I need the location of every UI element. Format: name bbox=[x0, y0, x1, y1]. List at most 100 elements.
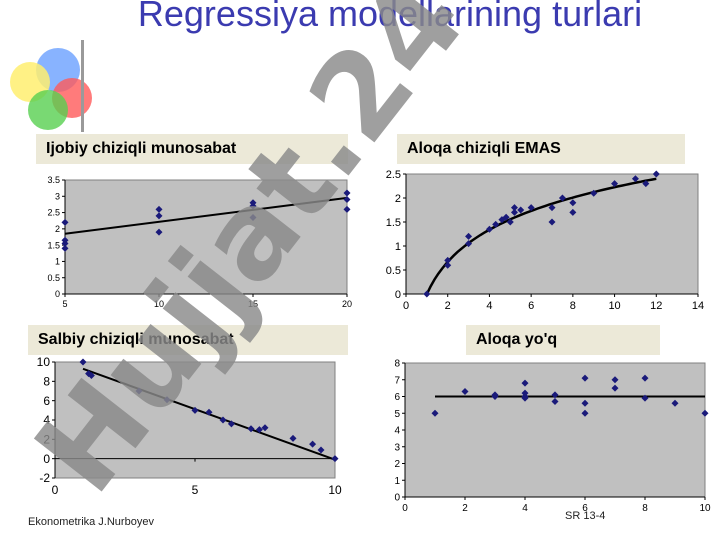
data-point bbox=[247, 425, 255, 433]
data-point bbox=[289, 434, 297, 442]
data-point bbox=[219, 416, 227, 424]
data-point bbox=[631, 175, 639, 183]
data-point bbox=[701, 409, 709, 417]
data-point bbox=[249, 213, 257, 221]
data-point bbox=[191, 406, 199, 414]
data-point bbox=[642, 180, 650, 188]
x-tick-label: 0 bbox=[402, 503, 408, 514]
data-point bbox=[317, 446, 325, 454]
data-point bbox=[492, 220, 500, 228]
data-point bbox=[491, 391, 499, 399]
data-point bbox=[61, 218, 69, 226]
chart-no-relationship: 0 1 2 3 4 5 6 7 8 0 2 4 6 8 10 bbox=[394, 359, 711, 515]
data-point bbox=[485, 225, 493, 233]
data-point bbox=[510, 204, 518, 212]
y-tick-label: -2 bbox=[39, 471, 50, 485]
data-point bbox=[502, 213, 510, 221]
x-tick-label: 10 bbox=[328, 483, 342, 497]
data-point bbox=[521, 389, 529, 397]
data-point bbox=[551, 391, 559, 399]
data-point bbox=[498, 216, 506, 224]
data-point bbox=[135, 387, 143, 395]
y-tick-label: 2 bbox=[394, 459, 400, 470]
data-point bbox=[506, 218, 514, 226]
y-tick-label: 6 bbox=[43, 394, 50, 408]
y-tick-label: 0.5 bbox=[386, 265, 401, 277]
data-point bbox=[163, 396, 171, 404]
data-point bbox=[569, 199, 577, 207]
data-point bbox=[611, 180, 619, 188]
x-tick-label: 20 bbox=[342, 299, 352, 309]
data-point bbox=[465, 232, 473, 240]
data-point bbox=[227, 420, 235, 428]
data-point bbox=[331, 455, 339, 463]
data-point bbox=[641, 394, 649, 402]
x-tick-label: 6 bbox=[528, 300, 534, 312]
x-tick-label: 8 bbox=[642, 503, 648, 514]
data-point bbox=[431, 409, 439, 417]
data-point bbox=[527, 204, 535, 212]
data-point bbox=[548, 204, 556, 212]
data-point bbox=[87, 372, 95, 380]
trend-line bbox=[64, 196, 348, 235]
y-tick-label: 2.5 bbox=[386, 169, 401, 181]
chart-positive-linear: 0 0.5 1 1.5 2 2.5 3 3.5 5 10 15 20 bbox=[47, 175, 352, 309]
title-divider bbox=[81, 40, 84, 132]
y-tick-label: 8 bbox=[394, 359, 400, 370]
data-point bbox=[671, 399, 679, 407]
y-tick-label: 3.5 bbox=[47, 175, 60, 185]
data-point bbox=[461, 387, 469, 395]
data-point bbox=[581, 409, 589, 417]
data-point bbox=[465, 240, 473, 248]
data-point bbox=[85, 370, 93, 378]
y-tick-label: 8 bbox=[43, 375, 50, 389]
y-tick-label: 0 bbox=[395, 289, 401, 301]
x-tick-label: 8 bbox=[570, 300, 576, 312]
data-point bbox=[652, 170, 660, 178]
data-point bbox=[343, 205, 351, 213]
overlapping-circles-icon bbox=[10, 48, 92, 130]
y-tick-label: 3 bbox=[55, 191, 60, 201]
data-point bbox=[444, 256, 452, 264]
x-tick-label: 4 bbox=[486, 300, 492, 312]
data-point bbox=[641, 374, 649, 382]
y-tick-label: 1 bbox=[55, 257, 60, 267]
y-tick-label: 7 bbox=[394, 375, 400, 386]
data-point bbox=[581, 399, 589, 407]
y-tick-label: 4 bbox=[43, 413, 50, 427]
chart-2-label: Aloqa chiziqli EMAS bbox=[397, 134, 685, 164]
page-title: Regressiya modellarining turlari bbox=[137, 0, 643, 34]
y-tick-label: 1 bbox=[395, 241, 401, 253]
data-point bbox=[521, 379, 529, 387]
y-tick-label: 2.5 bbox=[47, 208, 60, 218]
chart-4-label: Aloqa yo'q bbox=[466, 325, 660, 355]
data-point bbox=[590, 189, 598, 197]
footer-author: Ekonometrika J.Nurboyev bbox=[28, 516, 154, 528]
y-tick-label: 0 bbox=[55, 289, 60, 299]
data-point bbox=[343, 189, 351, 197]
y-tick-label: 1.5 bbox=[47, 240, 60, 250]
data-point bbox=[423, 290, 431, 298]
data-point bbox=[255, 426, 263, 434]
data-point bbox=[611, 376, 619, 384]
y-tick-label: 5 bbox=[394, 409, 400, 420]
x-tick-label: 10 bbox=[608, 300, 620, 312]
data-point bbox=[569, 208, 577, 216]
x-tick-label: 2 bbox=[445, 300, 451, 312]
plot-area bbox=[64, 179, 348, 295]
x-tick-label: 0 bbox=[52, 483, 59, 497]
x-tick-label: 14 bbox=[692, 300, 704, 312]
y-tick-label: 4 bbox=[394, 426, 400, 437]
plot-area bbox=[404, 362, 706, 498]
y-tick-label: 2 bbox=[43, 433, 50, 447]
data-point bbox=[581, 374, 589, 382]
x-tick-label: 10 bbox=[154, 299, 164, 309]
chart-3-label: Salbiy chiziqli munosabat bbox=[28, 325, 348, 355]
plot-area bbox=[405, 173, 699, 295]
data-point bbox=[548, 218, 556, 226]
x-tick-label: 5 bbox=[192, 483, 199, 497]
y-tick-label: 2 bbox=[395, 193, 401, 205]
data-point bbox=[309, 440, 317, 448]
x-tick-label: 10 bbox=[699, 503, 711, 514]
data-point bbox=[155, 205, 163, 213]
